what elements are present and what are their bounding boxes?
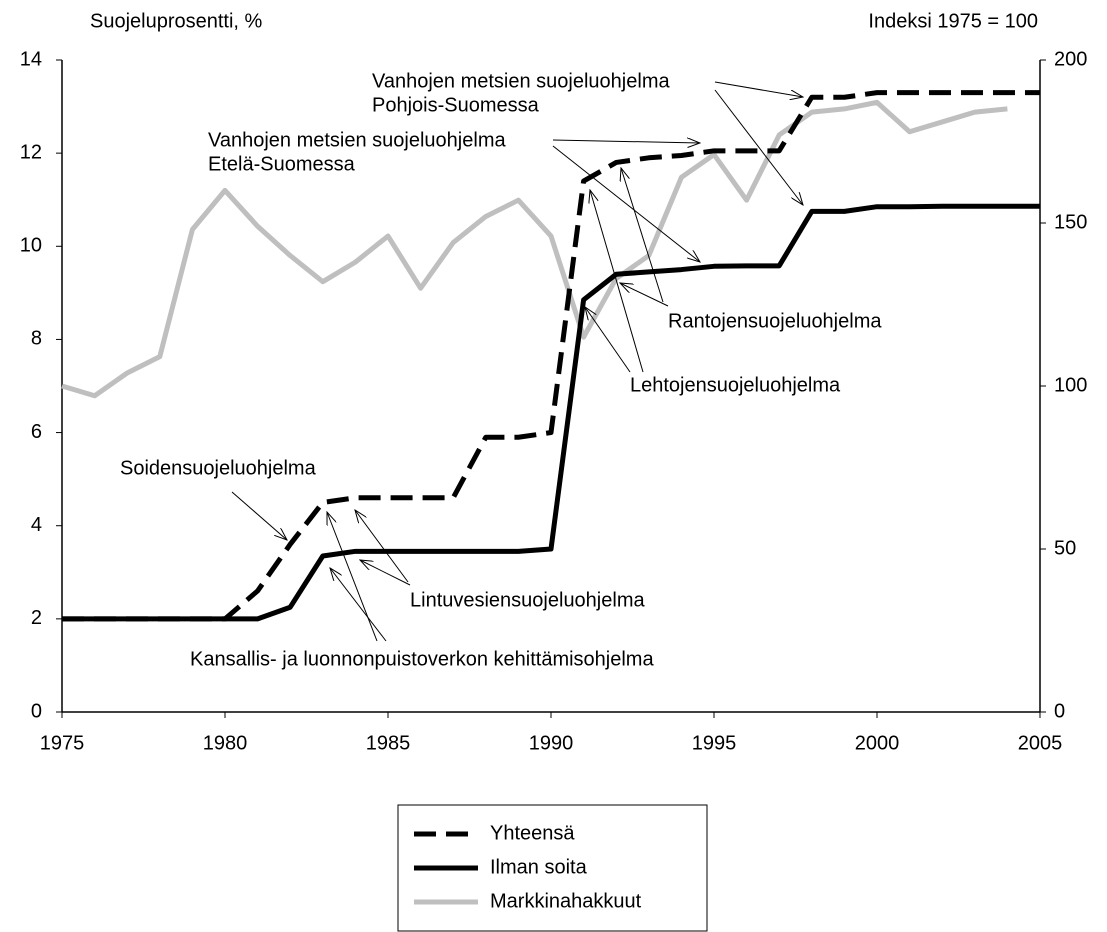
series-line [62,90,1040,622]
x-tick-label: 1975 [40,732,85,754]
x-tick-label: 1980 [203,732,248,754]
annotation-arrow [714,89,803,205]
y-tick-label: 2 [31,607,42,629]
y-tick-label: 4 [31,514,42,536]
annotation: Pohjois-Suomessa [372,94,540,116]
y2-tick-label: 200 [1054,48,1087,70]
y-tick-label: 0 [31,700,42,722]
annotation-arrow [231,491,287,540]
series-line [62,203,1040,622]
y2-tick-label: 150 [1054,211,1087,233]
y2-axis-label: Indeksi 1975 = 100 [868,10,1038,32]
y-tick-label: 6 [31,421,42,443]
legend-label: Yhteensä [490,822,575,844]
x-tick-label: 1990 [529,732,574,754]
annotation: Lehtojensuojeluohjelma [630,374,841,396]
annotation-arrow [360,560,411,586]
series-line [61,99,1008,399]
annotation: Rantojensuojeluohjelma [668,310,882,332]
annotation: Lintuvesiensuojeluohjelma [410,589,645,611]
y2-tick-label: 50 [1054,537,1076,559]
legend-label: Ilman soita [490,856,588,878]
annotation: Vanhojen metsien suojeluohjelma [372,70,670,92]
annotation-arrow [620,283,669,307]
annotation: Vanhojen metsien suojeluohjelma [208,129,506,151]
y-tick-label: 14 [20,48,42,70]
annotation-arrow [621,168,664,303]
x-tick-label: 1995 [692,732,737,754]
annotation: Etelä-Suomessa [208,153,356,175]
y-tick-label: 8 [31,328,42,350]
annotation: Soidensuojeluohjelma [120,457,317,479]
annotation-arrow [330,568,387,642]
annotation-arrow [327,512,378,642]
annotation-arrow [552,140,700,143]
annotation-arrow [714,81,803,97]
y-tick-label: 10 [20,235,42,257]
y-axis-label: Suojeluprosentti, % [90,10,263,32]
annotation-arrow [355,510,409,583]
annotation-arrow [590,190,644,373]
annotation-arrow [585,307,631,373]
x-tick-label: 1985 [366,732,411,754]
x-tick-label: 2000 [855,732,900,754]
y-tick-label: 12 [20,141,42,163]
y2-tick-label: 100 [1054,374,1087,396]
y2-tick-label: 0 [1054,700,1065,722]
annotation-arrow [552,145,700,262]
legend-label: Markkinahakkuut [490,890,642,912]
annotation: Kansallis- ja luonnonpuistoverkon kehitt… [190,648,654,670]
x-tick-label: 2005 [1018,732,1063,754]
